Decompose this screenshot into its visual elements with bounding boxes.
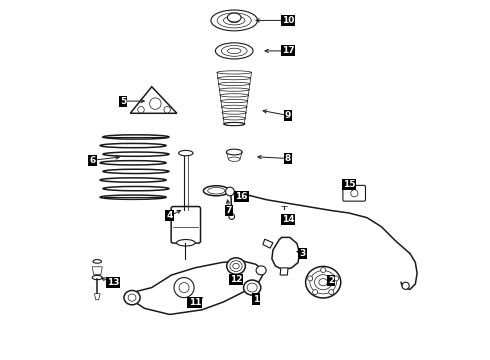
- Text: 4: 4: [167, 211, 173, 220]
- Ellipse shape: [315, 275, 332, 290]
- Ellipse shape: [310, 271, 337, 294]
- Polygon shape: [129, 261, 265, 315]
- Circle shape: [402, 282, 409, 289]
- Circle shape: [138, 107, 144, 113]
- Ellipse shape: [227, 13, 241, 22]
- Text: 8: 8: [285, 154, 291, 163]
- Ellipse shape: [222, 111, 246, 114]
- Ellipse shape: [319, 279, 327, 286]
- Text: 5: 5: [120, 96, 126, 105]
- Polygon shape: [92, 267, 102, 275]
- Ellipse shape: [244, 280, 261, 295]
- Circle shape: [308, 276, 313, 281]
- Circle shape: [174, 278, 194, 298]
- Ellipse shape: [226, 149, 242, 155]
- Text: 17: 17: [282, 46, 294, 55]
- Circle shape: [334, 276, 339, 281]
- Ellipse shape: [256, 266, 266, 275]
- Text: 7: 7: [226, 206, 232, 215]
- Ellipse shape: [179, 150, 193, 156]
- Ellipse shape: [124, 291, 140, 305]
- Ellipse shape: [224, 122, 245, 126]
- Ellipse shape: [92, 275, 102, 280]
- Ellipse shape: [227, 258, 245, 274]
- Text: 6: 6: [90, 156, 96, 165]
- Ellipse shape: [223, 117, 245, 120]
- Polygon shape: [130, 87, 177, 113]
- Text: 11: 11: [189, 298, 201, 307]
- Ellipse shape: [219, 88, 249, 91]
- Ellipse shape: [93, 260, 101, 263]
- Ellipse shape: [203, 186, 229, 196]
- Text: 1: 1: [253, 294, 259, 303]
- Text: 3: 3: [299, 249, 305, 258]
- Polygon shape: [280, 268, 288, 275]
- Text: 15: 15: [343, 180, 355, 189]
- Text: 16: 16: [235, 192, 247, 201]
- Ellipse shape: [211, 10, 258, 31]
- Circle shape: [329, 289, 334, 294]
- Text: 2: 2: [328, 276, 334, 285]
- Ellipse shape: [208, 188, 225, 194]
- Circle shape: [351, 190, 358, 197]
- Ellipse shape: [230, 261, 242, 271]
- Ellipse shape: [216, 43, 253, 59]
- Ellipse shape: [217, 71, 251, 74]
- Polygon shape: [272, 237, 299, 270]
- Ellipse shape: [220, 99, 248, 103]
- Ellipse shape: [176, 239, 195, 246]
- Ellipse shape: [223, 16, 245, 25]
- Ellipse shape: [128, 294, 136, 301]
- Ellipse shape: [233, 264, 239, 269]
- Circle shape: [225, 187, 234, 196]
- Ellipse shape: [219, 82, 250, 86]
- Text: 9: 9: [285, 111, 291, 120]
- Ellipse shape: [227, 48, 241, 54]
- Ellipse shape: [229, 18, 239, 23]
- Text: 13: 13: [107, 278, 119, 287]
- Circle shape: [164, 107, 171, 113]
- Circle shape: [313, 289, 318, 294]
- Text: 10: 10: [282, 16, 294, 25]
- FancyBboxPatch shape: [171, 207, 200, 243]
- Text: 14: 14: [282, 215, 294, 224]
- Ellipse shape: [217, 13, 251, 28]
- Ellipse shape: [247, 283, 257, 292]
- Circle shape: [179, 283, 189, 293]
- Ellipse shape: [220, 94, 248, 97]
- Ellipse shape: [223, 122, 245, 126]
- Polygon shape: [95, 294, 100, 300]
- Ellipse shape: [221, 45, 247, 56]
- Ellipse shape: [228, 157, 240, 161]
- Ellipse shape: [218, 77, 251, 80]
- Ellipse shape: [221, 105, 247, 108]
- Polygon shape: [263, 239, 273, 248]
- FancyBboxPatch shape: [343, 185, 366, 201]
- Circle shape: [229, 214, 235, 220]
- Ellipse shape: [306, 266, 341, 298]
- Circle shape: [320, 267, 326, 273]
- Circle shape: [149, 98, 161, 109]
- Text: 12: 12: [230, 275, 242, 284]
